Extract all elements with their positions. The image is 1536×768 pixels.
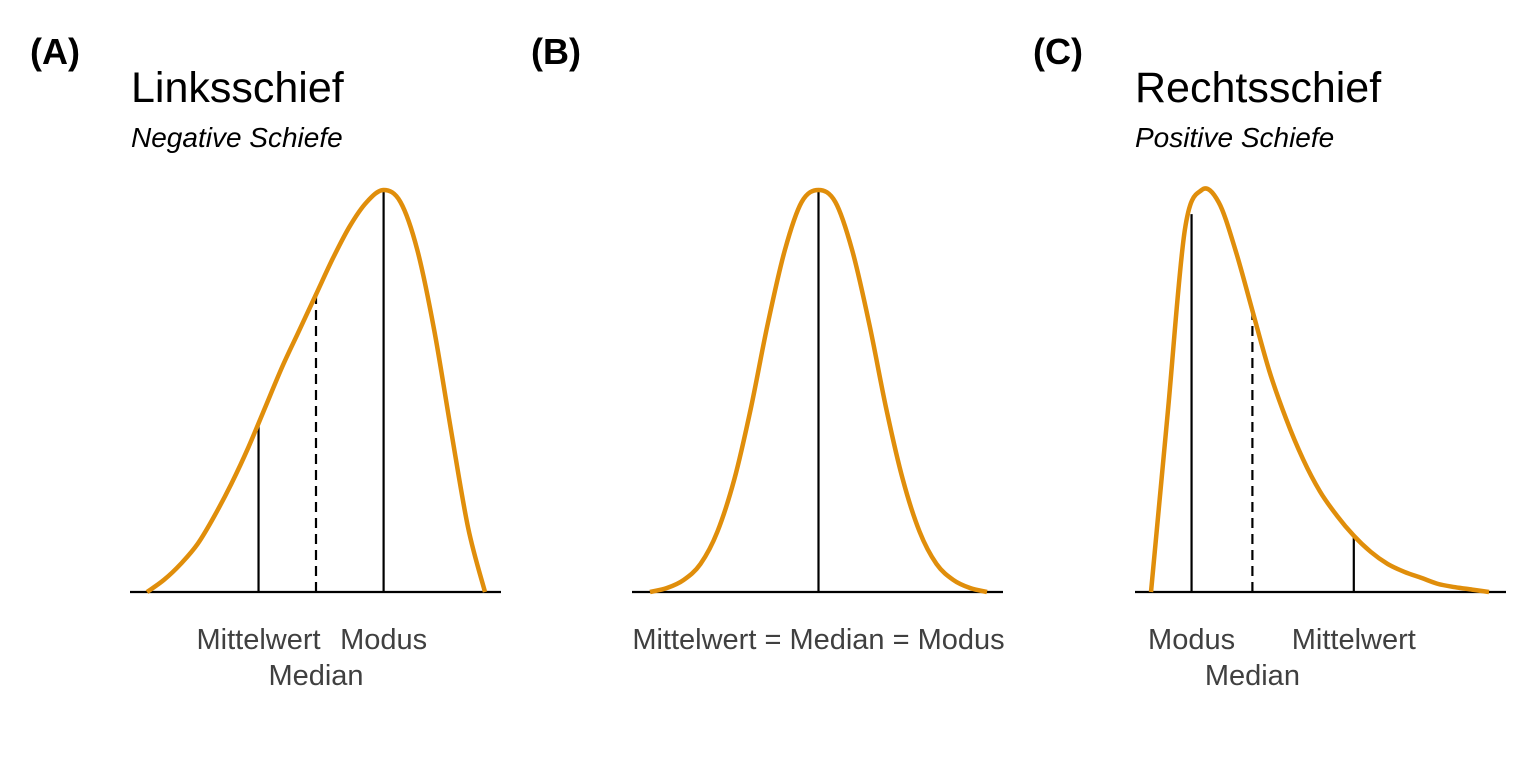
axis-label: Median bbox=[1205, 660, 1300, 692]
axis-label: Modus bbox=[1148, 624, 1235, 656]
panel-tag: (C) bbox=[1033, 31, 1083, 72]
panel-symmetric: (B) Mittelwert = Median = Modus bbox=[531, 31, 1005, 656]
panel-subtitle: Negative Schiefe bbox=[131, 122, 343, 153]
axis-label: Mittelwert bbox=[1292, 624, 1416, 656]
axis-label: Mittelwert = Median = Modus bbox=[632, 624, 1004, 656]
panel-tag: (A) bbox=[30, 31, 80, 72]
distribution-curve bbox=[649, 187, 988, 595]
distribution-curve bbox=[145, 187, 488, 594]
axis-label: Modus bbox=[340, 624, 427, 656]
axis-label: Mittelwert bbox=[197, 624, 321, 656]
distribution-curve bbox=[1148, 186, 1490, 595]
panel-right-skewed: (C) Rechtsschief Positive Schiefe Modus M… bbox=[1033, 31, 1506, 692]
panel-title: Rechtsschief bbox=[1135, 64, 1382, 112]
panel-subtitle: Positive Schiefe bbox=[1135, 122, 1334, 153]
panel-title: Linksschief bbox=[131, 64, 345, 112]
axis-label: Median bbox=[268, 660, 363, 692]
panel-tag: (B) bbox=[531, 31, 581, 72]
panel-left-skewed: (A) Linksschief Negative Schiefe Mittelw… bbox=[30, 31, 501, 692]
